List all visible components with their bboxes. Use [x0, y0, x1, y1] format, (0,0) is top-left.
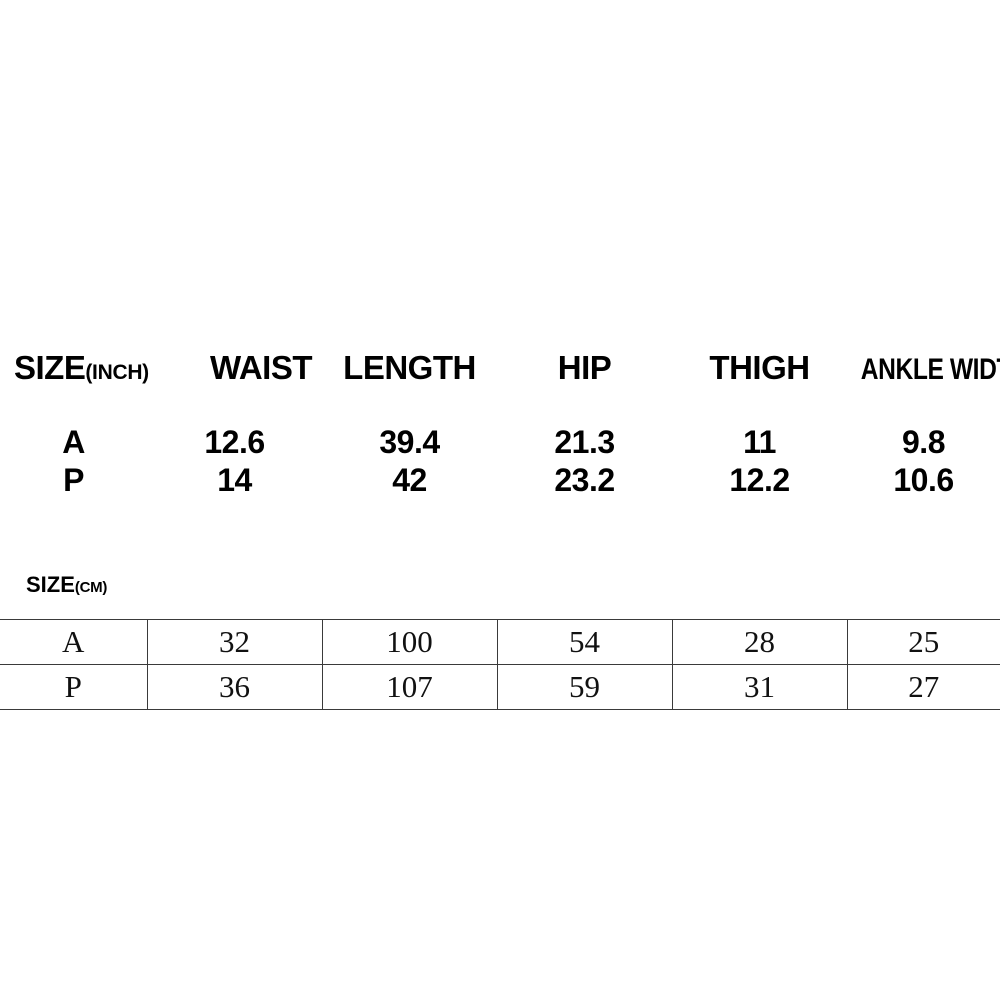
cm-row-0-hip: 54	[496, 619, 673, 665]
cm-row-0-size: A	[0, 619, 148, 665]
inch-header-length: LENGTH	[343, 349, 476, 386]
cm-caption-label: SIZE	[26, 572, 75, 597]
inch-header-size-unit: (INCH)	[85, 361, 149, 384]
cm-row-1-size: P	[0, 664, 148, 710]
table-row: P 36 107 59 31 27	[0, 664, 1000, 710]
inch-row-0-size: A	[62, 424, 85, 460]
cm-row-0-waist: 32	[146, 619, 323, 665]
inch-size-table: SIZE(INCH) WAIST LENGTH HIP THIGH ANKLE …	[0, 348, 1000, 500]
inch-row-0-ankle-width: 9.8	[902, 424, 945, 460]
inch-header-ankle-width: ANKLE WIDTH	[860, 353, 1000, 386]
inch-row-0-waist: 12.6	[204, 424, 265, 460]
inch-table-header-row: SIZE(INCH) WAIST LENGTH HIP THIGH ANKLE …	[0, 348, 1000, 394]
inch-header-size: SIZE(INCH)	[0, 348, 200, 393]
cm-row-1-ankle-width: 27	[846, 664, 1000, 710]
inch-row-1-waist: 14	[217, 462, 252, 498]
cm-row-0-thigh: 28	[671, 619, 848, 665]
inch-row-0-thigh: 11	[743, 424, 776, 460]
cm-row-1-hip: 59	[496, 664, 673, 710]
cm-caption-unit: (CM)	[74, 579, 108, 596]
inch-row-1-thigh: 12.2	[729, 462, 790, 498]
cm-row-0-ankle-width: 25	[846, 619, 1000, 665]
cm-row-1-waist: 36	[146, 664, 323, 710]
inch-row-1-size: P	[63, 462, 84, 498]
cm-row-1-length: 107	[321, 664, 498, 710]
cm-row-1-thigh: 31	[671, 664, 848, 710]
inch-row-0-length: 39.4	[379, 424, 440, 460]
inch-row-1-length: 42	[392, 462, 427, 498]
inch-header-hip: HIP	[557, 349, 612, 386]
inch-header-thigh: THIGH	[709, 349, 810, 386]
inch-row-1-hip: 23.2	[554, 462, 615, 498]
cm-table-caption: SIZE(CM)	[26, 572, 107, 598]
inch-row-0-hip: 21.3	[554, 424, 615, 460]
inch-header-size-label: SIZE	[14, 349, 86, 386]
inch-table-row: A 12.6 39.4 21.3 11 9.8	[0, 424, 1000, 462]
cm-row-0-length: 100	[321, 619, 498, 665]
inch-header-waist: WAIST	[210, 349, 313, 386]
inch-table-row: P 14 42 23.2 12.2 10.6	[0, 462, 1000, 500]
inch-row-1-ankle-width: 10.6	[893, 462, 954, 498]
table-row: A 32 100 54 28 25	[0, 619, 1000, 665]
cm-size-table: A 32 100 54 28 25 P 36 107 59 31 27	[0, 619, 1000, 710]
